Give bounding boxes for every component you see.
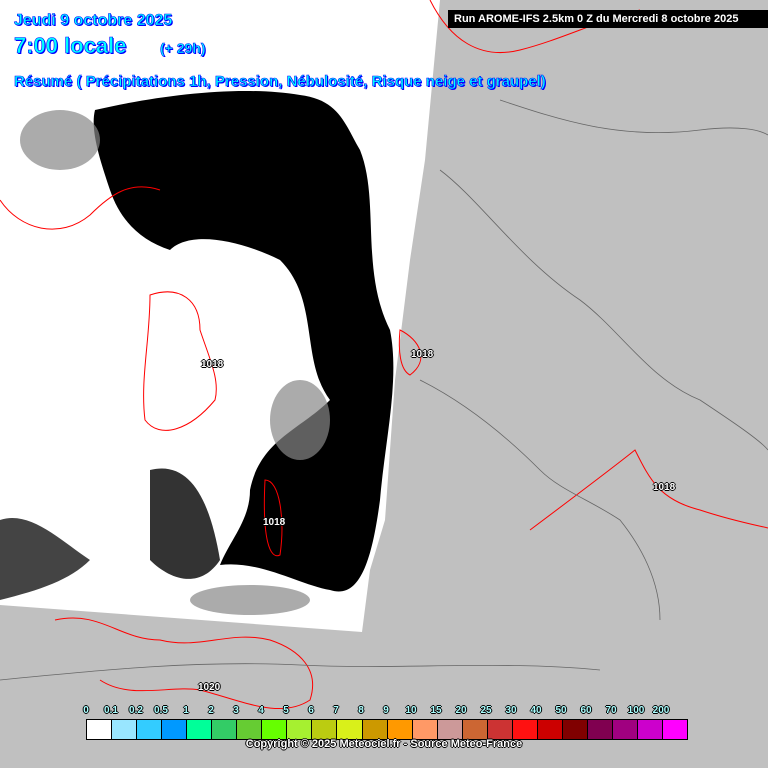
- legend-swatch: [612, 720, 639, 739]
- legend-swatch: [412, 720, 438, 739]
- legend-swatch: [462, 720, 488, 739]
- cloud-shading: [20, 110, 330, 615]
- pressure-label: 1018: [653, 482, 676, 493]
- legend-tick: 0.2: [129, 705, 143, 716]
- legend-swatch: [638, 720, 664, 739]
- legend-swatch: [237, 720, 263, 739]
- legend-tick: 10: [405, 705, 417, 716]
- legend-tick: 20: [455, 705, 467, 716]
- legend-swatch: [562, 720, 588, 739]
- legend-swatch: [487, 720, 513, 739]
- legend-tick: 2: [208, 705, 214, 716]
- legend-tick: 25: [480, 705, 492, 716]
- legend-tick: 0.1: [104, 705, 118, 716]
- pressure-label: 1018: [201, 359, 224, 370]
- legend-swatch: [287, 720, 313, 739]
- legend-tick: 3: [233, 705, 239, 716]
- legend-tick: 60: [580, 705, 592, 716]
- legend-swatch: [262, 720, 288, 739]
- precipitation-legend: 0 0.1 0.2 0.5 1 2 3 4 5 6 7 8 9 10 15 20 25 30 40 50 60 70 100…: [83, 705, 688, 740]
- legend-tick: 70: [605, 705, 617, 716]
- legend-tick: 4: [258, 705, 264, 716]
- legend-swatch: [187, 720, 213, 739]
- legend-tick: 30: [505, 705, 517, 716]
- isobars: [0, 0, 768, 710]
- legend-swatch: [512, 720, 538, 739]
- legend-color-bar: [86, 719, 688, 740]
- legend-tick: 8: [358, 705, 364, 716]
- cloud-cover: [0, 90, 394, 600]
- borders: [0, 99, 768, 681]
- pressure-label: 1020: [198, 682, 221, 693]
- legend-tick: 0.5: [154, 705, 168, 716]
- legend-tick: 50: [555, 705, 567, 716]
- lead-time: (+ 29h): [160, 40, 206, 57]
- legend-swatch: [162, 720, 188, 739]
- pressure-label: 1018: [263, 517, 286, 528]
- legend-tick: 200: [652, 705, 670, 716]
- legend-swatch: [362, 720, 388, 739]
- legend-tick: 6: [308, 705, 314, 716]
- legend-tick: 9: [383, 705, 389, 716]
- legend-swatch: [137, 720, 163, 739]
- legend-swatch: [663, 720, 688, 739]
- legend-swatch: [587, 720, 613, 739]
- legend-swatch: [537, 720, 563, 739]
- forecast-time: 7:00 locale: [14, 33, 127, 59]
- legend-ticks: 0 0.1 0.2 0.5 1 2 3 4 5 6 7 8 9 10 15 20 25 30 40 50 60 70 100…: [83, 705, 688, 719]
- forecast-date: Jeudi 9 octobre 2025: [14, 12, 173, 30]
- legend-swatch: [212, 720, 238, 739]
- legend-swatch: [387, 720, 413, 739]
- legend-tick: 7: [333, 705, 339, 716]
- legend-tick: 100: [627, 705, 645, 716]
- legend-swatch: [337, 720, 363, 739]
- legend-swatch: [437, 720, 463, 739]
- legend-tick: 15: [430, 705, 442, 716]
- legend-tick: 1: [183, 705, 189, 716]
- map-summary-title: Résumé ( Précipitations 1h, Pression, Né…: [14, 73, 546, 91]
- legend-tick: 40: [530, 705, 542, 716]
- legend-swatch: [312, 720, 338, 739]
- legend-tick: 5: [283, 705, 289, 716]
- legend-swatch: [112, 720, 138, 739]
- model-run-banner: Run AROME-IFS 2.5km 0 Z du Mercredi 8 oc…: [448, 10, 768, 28]
- legend-tick: 0: [83, 705, 89, 716]
- copyright: Copyright © 2025 Meteociel.fr - Source M…: [245, 738, 523, 750]
- legend-swatch: [87, 720, 113, 739]
- pressure-label: 1018: [411, 349, 434, 360]
